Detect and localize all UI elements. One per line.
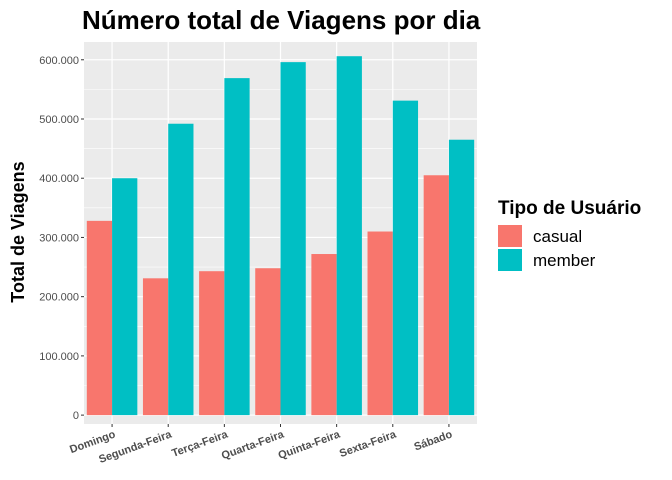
y-tick-label: 0 — [73, 410, 79, 422]
legend-label-casual: casual — [533, 227, 582, 246]
y-tick-label: 600.000 — [39, 55, 79, 67]
legend: Tipo de Usuário casual member — [498, 198, 641, 271]
plot-panel: 0 100.000 200.000 300.000 400.000 500.000 600.… — [39, 42, 477, 466]
y-tick-label: 300.000 — [39, 232, 79, 244]
bar-member-1 — [168, 123, 194, 416]
y-axis-label: Total de Viagens — [8, 161, 28, 302]
legend-label-member: member — [533, 251, 596, 270]
bar-casual-2 — [199, 271, 225, 416]
bar-casual-6 — [423, 175, 449, 416]
y-tick-label: 200.000 — [39, 292, 79, 304]
bar-casual-3 — [255, 268, 281, 416]
bar-casual-4 — [311, 254, 337, 416]
y-tick-label: 500.000 — [39, 114, 79, 126]
legend-key-member — [498, 249, 522, 271]
bar-casual-1 — [142, 278, 169, 416]
bar-member-0 — [112, 178, 138, 416]
legend-key-casual — [498, 225, 522, 247]
legend-title: Tipo de Usuário — [498, 198, 641, 219]
bar-member-5 — [392, 100, 419, 416]
y-tick-label: 400.000 — [39, 173, 79, 185]
bar-casual-0 — [86, 220, 113, 416]
x-tick-label: Quinta-Feira — [277, 428, 343, 462]
bar-member-4 — [336, 56, 362, 416]
y-tick-label: 100.000 — [39, 351, 79, 363]
bar-member-3 — [280, 62, 306, 416]
bar-casual-5 — [367, 231, 393, 416]
chart-title: Número total de Viagens por dia — [82, 5, 481, 35]
bar-member-6 — [448, 139, 475, 416]
bar-member-2 — [224, 78, 250, 416]
x-tick-label: Quarta-Feira — [220, 428, 286, 462]
x-tick-label: Sábado — [413, 428, 455, 453]
x-tick-label: Sexta-Feira — [338, 428, 399, 460]
